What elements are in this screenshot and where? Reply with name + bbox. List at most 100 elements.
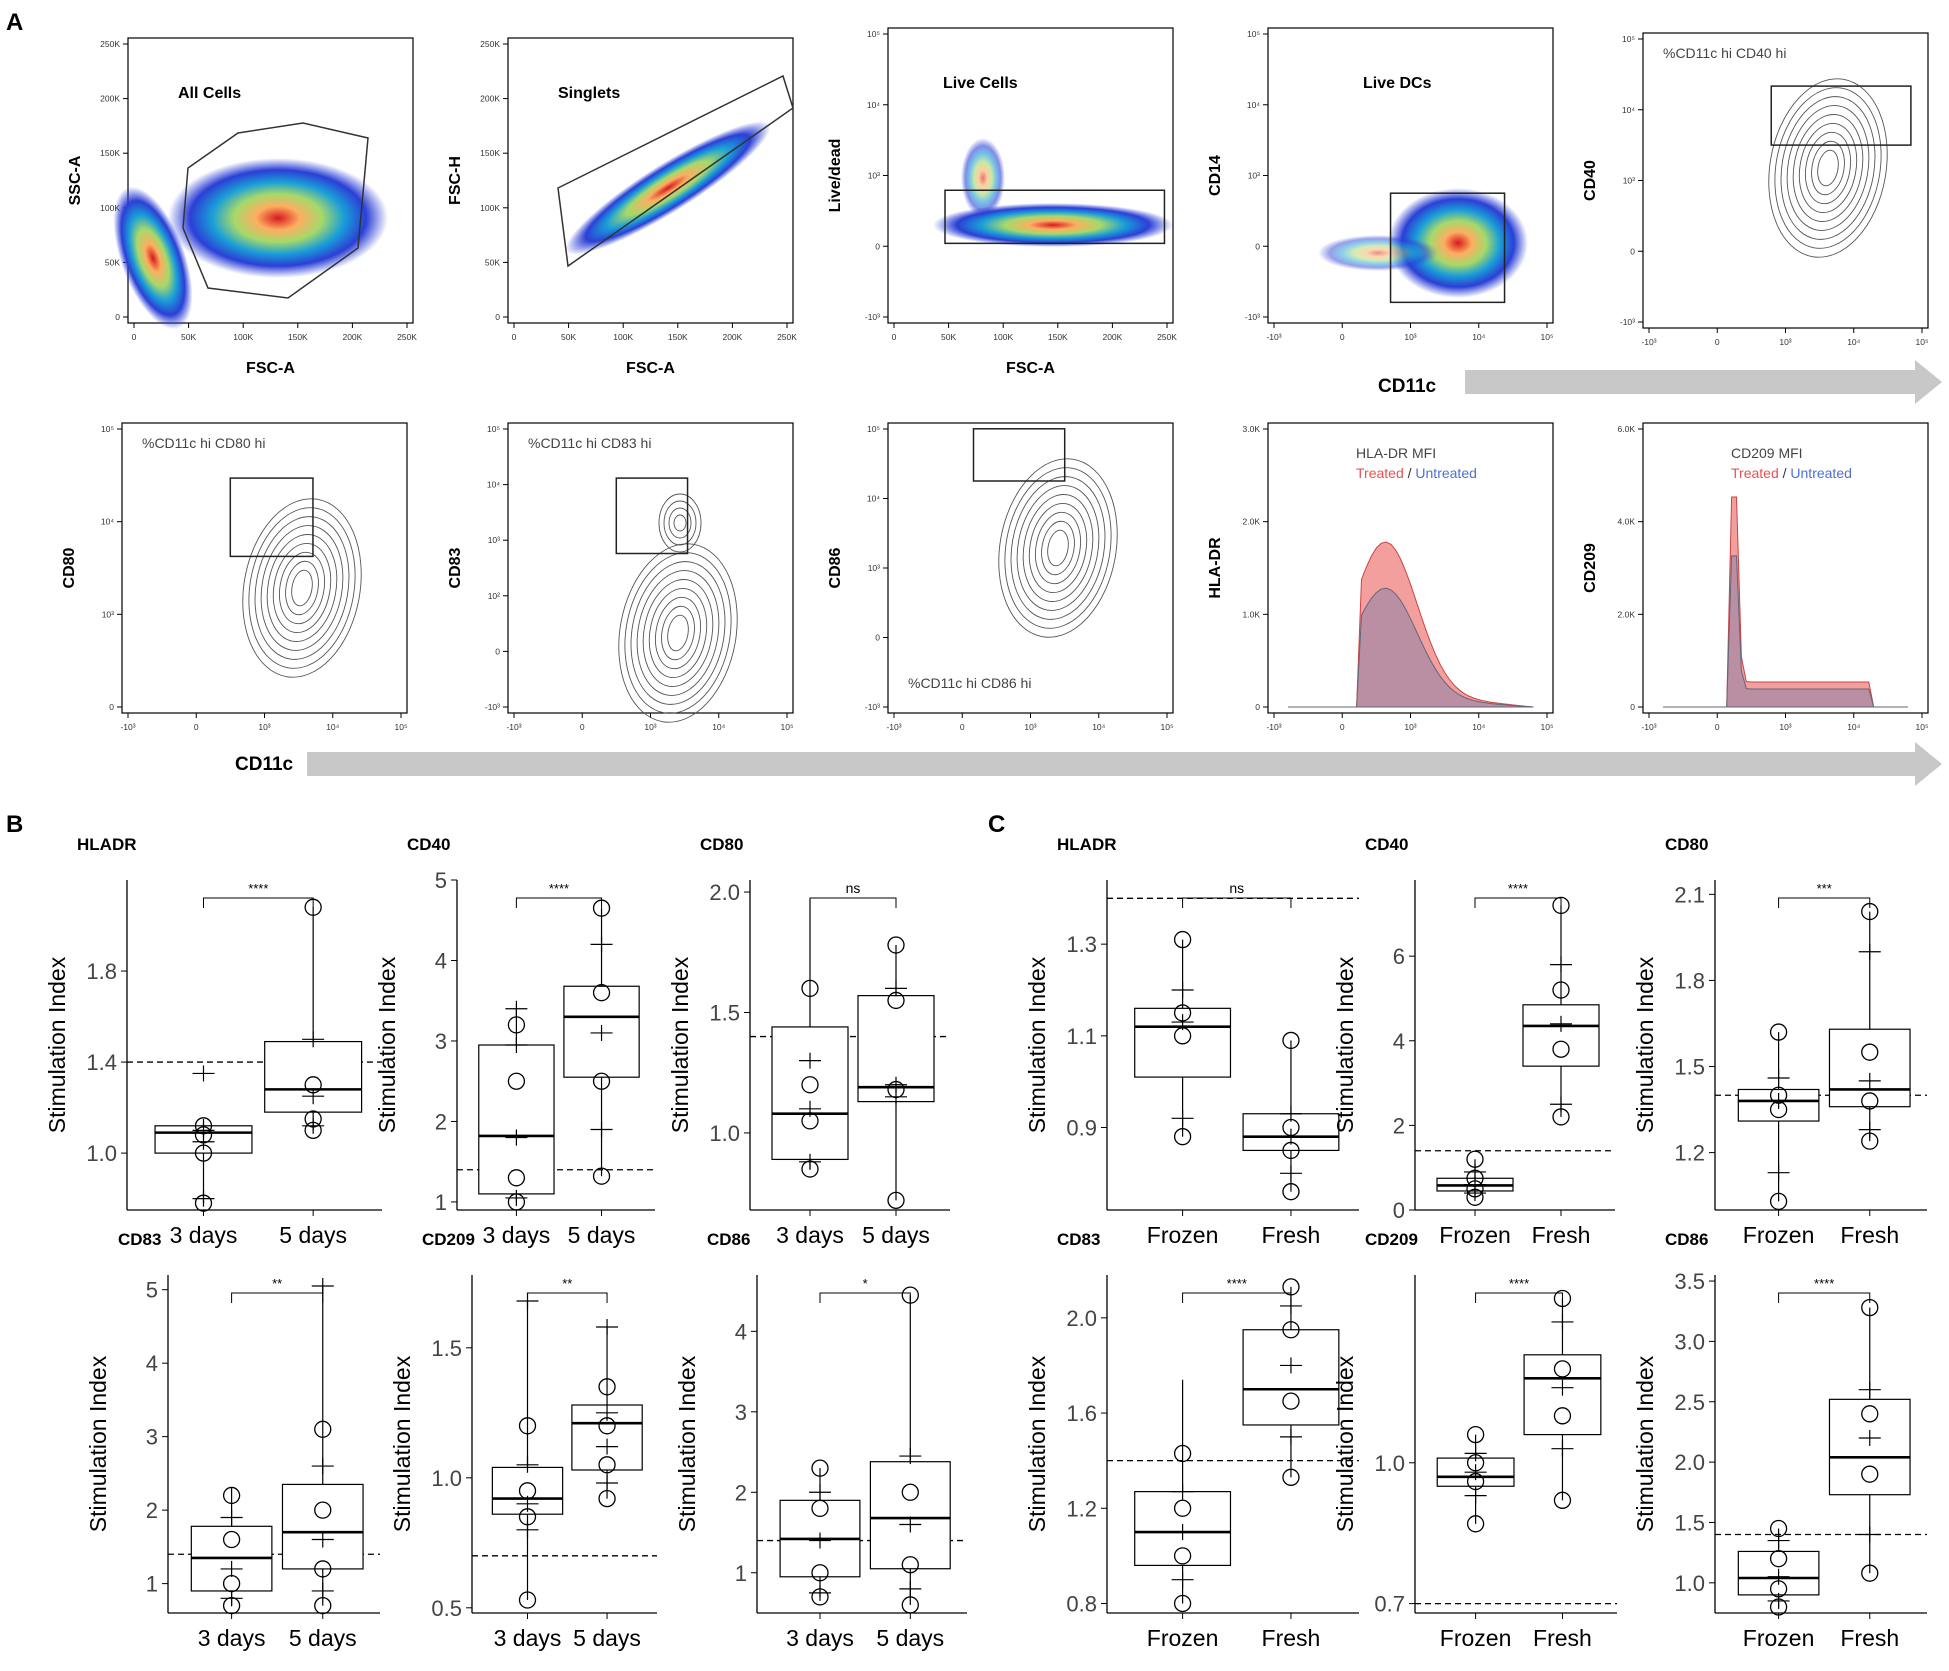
- data-point-circle: [901, 1286, 919, 1304]
- data-point-circle: [592, 1167, 611, 1185]
- y-tick-label: 10²: [488, 591, 500, 601]
- x-tick-label: 10⁴: [1092, 722, 1105, 732]
- data-point-circle: [1282, 1468, 1300, 1486]
- y-tick-label: 10⁵: [487, 424, 500, 434]
- gate-rectangle: [944, 189, 1166, 245]
- significance-bracket: [1778, 1292, 1871, 1303]
- y-tick-label: 0: [875, 633, 880, 643]
- y-tick-label: 150K: [480, 148, 500, 158]
- data-point-circle: [1552, 981, 1570, 999]
- significance-bracket: [203, 897, 314, 908]
- data-point-circle: [598, 1456, 616, 1474]
- gate-label: Live DCs: [1363, 75, 1432, 92]
- y-tick-label: -10³: [1245, 312, 1260, 322]
- y-tick-label: 1.0: [431, 1466, 462, 1491]
- x-tick-label: 250K: [397, 332, 417, 342]
- y-axis-label: CD40: [1582, 160, 1599, 201]
- chart-title: HLADR: [1057, 835, 1117, 854]
- gate-polygon: [557, 74, 794, 268]
- y-tick-label: 10³: [1623, 176, 1635, 186]
- contour-line: [1035, 511, 1081, 585]
- y-axis-label: Stimulation Index: [389, 1355, 415, 1532]
- y-tick-label: 1.0: [1674, 1571, 1705, 1596]
- y-tick-label: 1.1: [1066, 1024, 1097, 1049]
- contour-line: [254, 516, 350, 660]
- data-point-circle: [507, 1016, 526, 1034]
- contour-line: [655, 596, 701, 670]
- y-tick-label: 0: [495, 312, 500, 322]
- plot-frame: [121, 422, 408, 714]
- contour-line: [279, 551, 325, 625]
- y-tick-label: 100K: [100, 203, 120, 213]
- significance-label: ns: [1229, 880, 1244, 896]
- y-tick-label: 0: [1630, 246, 1635, 256]
- x-tick-label: Fresh: [1532, 1222, 1591, 1248]
- y-tick-label: 1.0: [709, 1121, 740, 1146]
- y-tick-label: 0.7: [1374, 1592, 1405, 1617]
- plot-frame: [507, 422, 794, 714]
- gate-label: All Cells: [178, 85, 241, 102]
- x-tick-label: 10⁵: [395, 722, 408, 732]
- x-tick-label: 10⁴: [326, 722, 339, 732]
- data-point-circle: [801, 1076, 819, 1094]
- box: [478, 1044, 555, 1195]
- x-tick-label: Fresh: [1262, 1625, 1321, 1651]
- data-point-circle: [304, 1110, 322, 1128]
- data-point-circle: [1861, 1465, 1879, 1483]
- y-tick-label: 10⁴: [867, 100, 880, 110]
- y-tick-label: 10³: [868, 171, 880, 181]
- y-tick-label: 3: [435, 1029, 447, 1054]
- y-axis-label: CD14: [1207, 155, 1224, 196]
- y-tick-label: 10⁵: [867, 424, 880, 434]
- x-tick-label: 5 days: [568, 1222, 636, 1248]
- significance-label: ****: [1814, 1276, 1834, 1291]
- significance-label: ***: [1817, 881, 1832, 896]
- y-tick-label: 1.5: [709, 1000, 740, 1025]
- data-point-circle: [1466, 1150, 1484, 1168]
- significance-bracket: [819, 1292, 911, 1303]
- legend-untreated: Untreated: [1415, 465, 1476, 481]
- y-tick-label: 2.1: [1674, 882, 1705, 907]
- contour-line: [667, 614, 689, 652]
- y-tick-label: 50K: [105, 257, 120, 267]
- contour-line: [1028, 502, 1088, 594]
- x-tick-label: 100K: [993, 332, 1013, 342]
- x-tick-label: 150K: [668, 332, 688, 342]
- data-point-circle: [1282, 1031, 1300, 1050]
- x-tick-label: 3 days: [198, 1625, 266, 1651]
- x-tick-label: 10³: [1404, 722, 1416, 732]
- data-point-circle: [194, 1117, 213, 1135]
- x-tick-label: Frozen: [1147, 1625, 1219, 1651]
- gate-rectangle: [229, 477, 314, 558]
- box: [1242, 1329, 1340, 1426]
- x-tick-label: 10⁴: [1472, 722, 1485, 732]
- x-tick-label: 0: [194, 722, 199, 732]
- boxplot-C-HLADR: HLADR Stimulation Index 0.9 1.1 1.3 Frozen Fre…: [1024, 835, 1359, 1248]
- significance-label: **: [562, 1276, 572, 1291]
- panel-letter-c: C: [988, 811, 1005, 838]
- hist-untreated: [1288, 587, 1534, 708]
- y-tick-label: 10⁴: [1622, 105, 1635, 115]
- y-tick-label: 2.0: [1674, 1450, 1705, 1475]
- y-tick-label: 3.5: [1674, 1269, 1705, 1294]
- y-tick-label: 1.0K: [1243, 609, 1261, 619]
- x-tick-label: Frozen: [1439, 1222, 1511, 1248]
- y-axis-label: Stimulation Index: [1024, 1355, 1050, 1532]
- flow-plot-p8: -10³ 0 10³ 10⁴ 10⁵ -10³ 0 10³ 10⁴ 10⁵ CD86 %CD11c h…: [827, 422, 1174, 732]
- data-point-circle: [811, 1459, 829, 1477]
- x-tick-label: 0: [1715, 722, 1720, 732]
- y-tick-label: 0: [875, 241, 880, 251]
- data-point-circle: [901, 1483, 919, 1501]
- gate-polygon: [182, 122, 369, 299]
- x-tick-label: Frozen: [1147, 1222, 1219, 1248]
- chart-title: CD83: [1057, 1230, 1100, 1249]
- flow-plot-p6: -10³ 0 10³ 10⁴ 10⁵ 0 10³ 10⁴ 10⁵ CD80 %CD11c hi CD…: [61, 422, 408, 732]
- y-tick-label: 2: [435, 1109, 447, 1134]
- contour-line: [663, 500, 697, 546]
- y-axis-label: CD209: [1582, 543, 1599, 593]
- y-tick-label: 10⁴: [487, 480, 500, 490]
- y-tick-label: 3.0: [1674, 1329, 1705, 1354]
- y-tick-label: 10⁴: [101, 517, 114, 527]
- data-point-circle: [592, 984, 611, 1002]
- x-tick-label: 0: [1715, 337, 1720, 347]
